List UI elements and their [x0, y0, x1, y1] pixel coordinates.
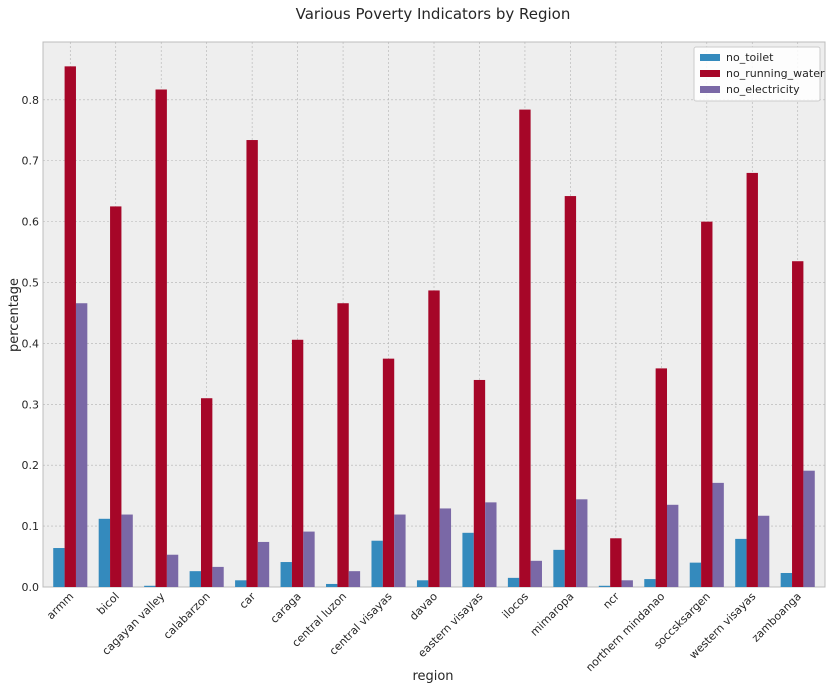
bar-no_running_water	[701, 221, 713, 587]
bar-no_electricity	[212, 566, 224, 587]
x-axis-label: region	[412, 669, 453, 684]
x-tick-label: car	[237, 590, 259, 612]
bar-no_running_water	[110, 206, 122, 588]
x-tick-label: bicol	[94, 590, 121, 617]
legend-label-no_running_water: no_running_water	[726, 67, 825, 80]
bar-no_toilet	[644, 579, 656, 587]
bar-no_running_water	[473, 379, 486, 587]
legend-box	[693, 46, 821, 102]
bar-no_toilet	[598, 585, 611, 587]
bar-no_toilet	[53, 548, 65, 587]
bar-no_toilet	[416, 580, 429, 587]
bar-no_electricity	[75, 303, 88, 587]
bar-no_electricity	[530, 560, 542, 587]
y-tick-label: 0.3	[22, 398, 40, 411]
bar-no_running_water	[564, 196, 577, 587]
y-tick-label: 0.8	[22, 94, 40, 107]
bar-no_running_water	[519, 109, 531, 588]
bar-no_toilet	[371, 540, 383, 587]
bar-no_electricity	[166, 554, 179, 587]
bar-no_toilet	[189, 571, 201, 587]
legend-swatch-no_toilet	[700, 54, 720, 61]
y-tick-label: 0.2	[22, 459, 40, 472]
y-tick-label: 0.6	[22, 216, 40, 229]
legend-swatch-no_electricity	[700, 86, 720, 93]
y-tick-label: 0.5	[22, 277, 40, 290]
bar-no_electricity	[712, 482, 724, 587]
bar-no_electricity	[757, 515, 770, 587]
bar-no_running_water	[382, 358, 395, 587]
chart-title: Various Poverty Indicators by Region	[296, 5, 571, 23]
bar-no_toilet	[507, 577, 520, 587]
legend-label-no_electricity: no_electricity	[726, 83, 800, 96]
x-tick-label: northern mindanao	[583, 590, 667, 674]
x-tick-label: davao	[407, 590, 440, 623]
bar-no_electricity	[485, 502, 497, 587]
bar-no_electricity	[303, 531, 315, 587]
bar-no_toilet	[326, 583, 338, 587]
bar-no_toilet	[235, 580, 247, 587]
bar-no_toilet	[735, 538, 747, 587]
bar-no_running_water	[155, 89, 167, 588]
bar-no_toilet	[553, 549, 565, 587]
y-axis-label: percentage	[7, 278, 22, 352]
x-tick-label: ncr	[600, 590, 622, 612]
bar-no_running_water	[291, 339, 304, 587]
bar-no_electricity	[257, 541, 270, 587]
bar-no_running_water	[746, 172, 758, 587]
y-tick-label: 0.7	[22, 155, 40, 168]
bar-no_toilet	[144, 585, 156, 587]
x-tick-label: mimaropa	[528, 590, 577, 639]
bar-no_electricity	[621, 580, 633, 587]
x-tick-label: armm	[44, 590, 76, 622]
bar-no_running_water	[792, 261, 804, 587]
bar-no_running_water	[200, 398, 213, 587]
x-tick-label: calabarzon	[161, 590, 213, 642]
legend-swatch-no_running_water	[700, 70, 720, 77]
bar-no_running_water	[610, 538, 622, 587]
bar-no_running_water	[64, 66, 76, 587]
bar-no_running_water	[337, 303, 349, 587]
bar-no_toilet	[780, 572, 793, 587]
bar-no_toilet	[280, 562, 292, 587]
y-axis-ticks: 0.0 0.1 0.2 0.3 0.4 0.5 0.6 0.7 0.8	[22, 94, 40, 594]
bar-no_toilet	[689, 562, 702, 587]
bar-no_running_water	[246, 140, 258, 587]
x-tick-label: ilocos	[500, 590, 532, 622]
legend-label-no_toilet: no_toilet	[726, 51, 774, 64]
y-tick-label: 0.0	[22, 581, 40, 594]
bar-no_electricity	[121, 514, 133, 587]
bar-no_toilet	[462, 532, 474, 587]
x-tick-label: caraga	[268, 590, 304, 626]
bar-no_running_water	[655, 368, 668, 587]
bar-no_electricity	[576, 499, 588, 587]
y-tick-label: 0.4	[22, 337, 40, 350]
bar-no_running_water	[428, 290, 440, 587]
bar-no_electricity	[667, 504, 679, 587]
bar-no_electricity	[439, 508, 452, 587]
bar-no_electricity	[394, 514, 406, 587]
bar-no_toilet	[98, 518, 111, 587]
bars	[53, 66, 815, 588]
bar-no_electricity	[803, 470, 815, 587]
legend: no_toilet no_running_water no_electricity	[693, 46, 825, 102]
bar-no_electricity	[348, 571, 361, 587]
y-tick-label: 0.1	[22, 520, 40, 533]
